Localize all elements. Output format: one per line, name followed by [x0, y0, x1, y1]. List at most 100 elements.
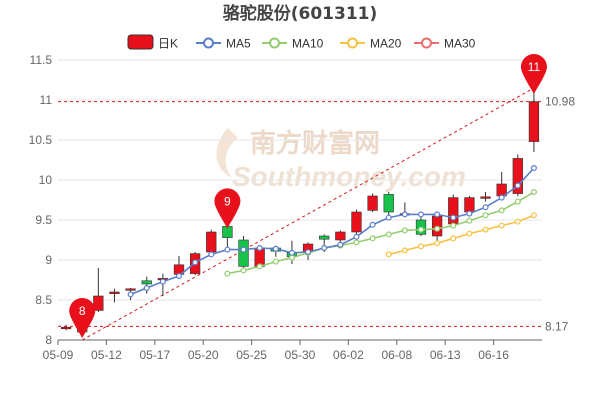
- watermark-text-cn: 南方财富网: [250, 128, 380, 158]
- chart-title: 骆驼股份(601311): [223, 3, 378, 24]
- ma10-point: [434, 225, 441, 232]
- ma5-point: [337, 241, 344, 248]
- marker-pin: [520, 54, 547, 94]
- marker-pin: [214, 188, 241, 229]
- candle-body: [367, 195, 378, 211]
- ma10-point: [369, 235, 376, 242]
- marker-label: 11: [528, 60, 541, 74]
- candle-body: [383, 194, 394, 213]
- candle-body: [528, 101, 540, 142]
- ma5-point: [418, 211, 425, 218]
- candle-body: [464, 197, 475, 213]
- y-tick-label: 9.5: [35, 213, 52, 227]
- ma10-point: [530, 189, 537, 196]
- ma10-point: [450, 222, 457, 229]
- ma10-point: [514, 198, 521, 205]
- y-tick-label: 8: [45, 333, 52, 347]
- ma20-point: [498, 222, 505, 229]
- ma10-point: [240, 267, 247, 274]
- x-tick-label: 05-30: [285, 348, 316, 362]
- x-tick-label: 06-13: [430, 348, 461, 362]
- legend-label: MA20: [370, 37, 402, 51]
- y-tick-label: 11.5: [30, 53, 53, 67]
- x-tick-label: 06-16: [478, 348, 509, 362]
- ma10-point: [288, 254, 295, 261]
- watermark-text-en: Southmoney.com: [232, 161, 466, 192]
- candle-body: [141, 280, 152, 285]
- candle-body: [238, 239, 249, 267]
- legend-label: MA30: [444, 37, 476, 51]
- ma20-point: [418, 243, 425, 250]
- ma5-point: [434, 211, 441, 218]
- candle-body: [351, 211, 362, 233]
- ma5-point: [305, 249, 312, 256]
- x-tick-label: 06-08: [381, 348, 412, 362]
- legend-swatch-marker: [421, 37, 432, 49]
- ma10-point: [224, 270, 231, 277]
- ma5-point: [224, 246, 231, 253]
- ma20-point: [482, 226, 489, 233]
- ma5-point: [530, 165, 537, 172]
- x-tick-label: 05-12: [91, 348, 122, 362]
- reference-line-label: 8.17: [545, 319, 569, 333]
- ma20-point: [401, 247, 408, 254]
- legend: 日K MA5 MA10 MA20 MA30: [127, 34, 476, 51]
- ma10-point: [353, 239, 360, 246]
- ma20-point: [450, 235, 457, 242]
- ma10-point: [498, 207, 505, 214]
- ma5-point: [450, 214, 457, 221]
- x-tick-label: 05-20: [188, 348, 219, 362]
- ma5-point: [498, 194, 505, 201]
- moving-averages: [127, 165, 537, 298]
- ma5-point: [288, 249, 295, 256]
- ma5-point: [176, 273, 183, 280]
- ma10-point: [466, 217, 473, 224]
- ma5-point: [514, 182, 521, 189]
- ma5-point: [240, 246, 247, 253]
- legend-swatch-candle: [127, 34, 154, 50]
- legend-label: 日K: [158, 37, 178, 51]
- ma5-point: [143, 285, 150, 292]
- x-tick-label: 06-02: [333, 348, 364, 362]
- y-tick-label: 10.5: [29, 133, 53, 147]
- candle-body: [125, 288, 136, 291]
- legend-label: MA10: [292, 37, 324, 51]
- axes: 8 8.5 9 9.5 10 10.5 11 11.5 05-09 05-12 05-17 05-20…: [29, 53, 542, 362]
- x-tick-label: 05-25: [236, 348, 267, 362]
- legend-label: MA5: [226, 37, 251, 51]
- candle-body: [206, 231, 217, 253]
- ma5-point: [353, 233, 360, 240]
- trend-line: [81, 87, 535, 341]
- ma5-point: [159, 278, 166, 285]
- candle-body: [109, 291, 120, 294]
- candle-body: [60, 326, 72, 330]
- ma5-point: [466, 210, 473, 217]
- legend-swatch-marker: [269, 37, 280, 49]
- ma5-point: [385, 214, 392, 221]
- ma20-line: [388, 214, 535, 256]
- y-tick-label: 9: [45, 253, 52, 267]
- ma10-point: [401, 227, 408, 234]
- ma5-point: [401, 211, 408, 218]
- ma10-point: [482, 212, 489, 219]
- ma5-point: [256, 245, 263, 252]
- y-tick-label: 10: [39, 173, 53, 187]
- ma5-point: [321, 245, 328, 252]
- ma5-point: [208, 251, 215, 258]
- reference-line-label: 10.98: [545, 95, 575, 109]
- x-tick-label: 05-17: [139, 348, 170, 362]
- ma5-point: [192, 259, 199, 266]
- candle-body: [319, 235, 330, 240]
- marker-pin: [69, 298, 96, 338]
- legend-swatch-marker: [203, 37, 214, 49]
- marker-label: 8: [79, 304, 86, 318]
- x-tick-label: 05-09: [43, 348, 74, 362]
- ma5-point: [482, 204, 489, 211]
- legend-swatch-marker: [347, 37, 358, 49]
- ma10-point: [256, 263, 263, 270]
- ma20-point: [434, 240, 441, 247]
- ma20-point: [466, 230, 473, 237]
- ma20-point: [530, 212, 537, 219]
